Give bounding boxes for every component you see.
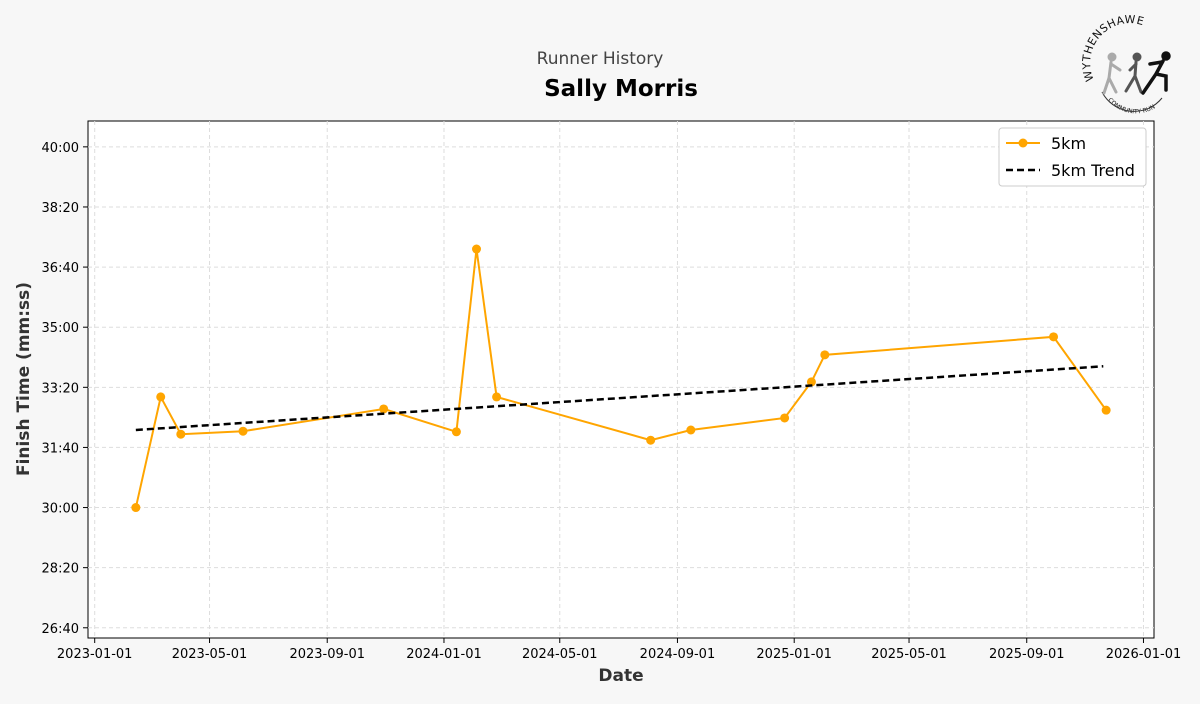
y-tick-label: 28:20 xyxy=(42,562,79,577)
data-point xyxy=(379,404,389,414)
y-tick-label: 33:20 xyxy=(42,381,79,396)
chart-supertitle: Runner History xyxy=(537,49,664,69)
legend-label-trend: 5km Trend xyxy=(1051,161,1135,180)
data-point xyxy=(156,392,166,402)
x-tick-label: 2024-09-01 xyxy=(640,647,716,662)
data-point xyxy=(1101,405,1111,415)
data-point xyxy=(806,377,816,387)
x-axis: 2023-01-01 2023-05-01 2023-09-01 2024-01-01… xyxy=(57,638,1181,662)
x-tick-label: 2023-01-01 xyxy=(57,647,133,662)
data-point xyxy=(492,392,502,402)
y-tick-label: 35:00 xyxy=(42,321,79,336)
data-point xyxy=(131,503,141,513)
y-tick-label: 36:40 xyxy=(42,261,79,276)
x-tick-label: 2025-09-01 xyxy=(989,647,1065,662)
legend-marker-5km xyxy=(1018,138,1028,148)
x-tick-label: 2023-05-01 xyxy=(172,647,248,662)
svg-text:COMMUNITY RUN: COMMUNITY RUN xyxy=(1106,97,1156,116)
x-tick-label: 2025-01-01 xyxy=(756,647,832,662)
y-tick-label: 38:20 xyxy=(42,201,79,216)
y-tick-label: 31:40 xyxy=(42,441,79,456)
x-tick-label: 2023-09-01 xyxy=(289,647,365,662)
legend-label-5km: 5km xyxy=(1051,134,1086,153)
y-tick-label: 30:00 xyxy=(42,502,79,517)
grid xyxy=(88,121,1154,638)
data-point xyxy=(1049,332,1059,342)
x-tick-label: 2026-01-01 xyxy=(1106,647,1182,662)
runner-icon-light xyxy=(1102,52,1122,95)
data-point xyxy=(238,426,248,436)
trend-line xyxy=(135,365,1104,432)
runner-icon-mid xyxy=(1124,52,1143,94)
data-point xyxy=(451,427,461,437)
chart-title: Sally Morris xyxy=(544,76,698,102)
data-point xyxy=(646,435,656,445)
y-axis: 26:40 28:20 30:00 31:40 33:20 35:00 36:40 38:20… xyxy=(42,141,88,637)
data-point xyxy=(472,244,482,254)
data-point xyxy=(780,413,790,423)
data-point xyxy=(820,350,830,360)
y-axis-label: Finish Time (mm:ss) xyxy=(14,282,34,476)
legend: 5km 5km Trend xyxy=(998,127,1147,187)
x-axis-label: Date xyxy=(598,666,643,686)
plot-area xyxy=(87,120,1155,639)
y-tick-label: 26:40 xyxy=(42,622,79,637)
runner-icon-dark xyxy=(1141,51,1171,95)
data-point xyxy=(686,425,696,435)
x-tick-label: 2024-01-01 xyxy=(406,647,482,662)
x-tick-label: 2024-05-01 xyxy=(522,647,598,662)
x-tick-label: 2025-05-01 xyxy=(871,647,947,662)
data-point xyxy=(176,429,186,439)
club-logo: WYTHENSHAWE COMMUNITY RUN xyxy=(1080,13,1171,116)
y-tick-label: 40:00 xyxy=(42,141,79,156)
